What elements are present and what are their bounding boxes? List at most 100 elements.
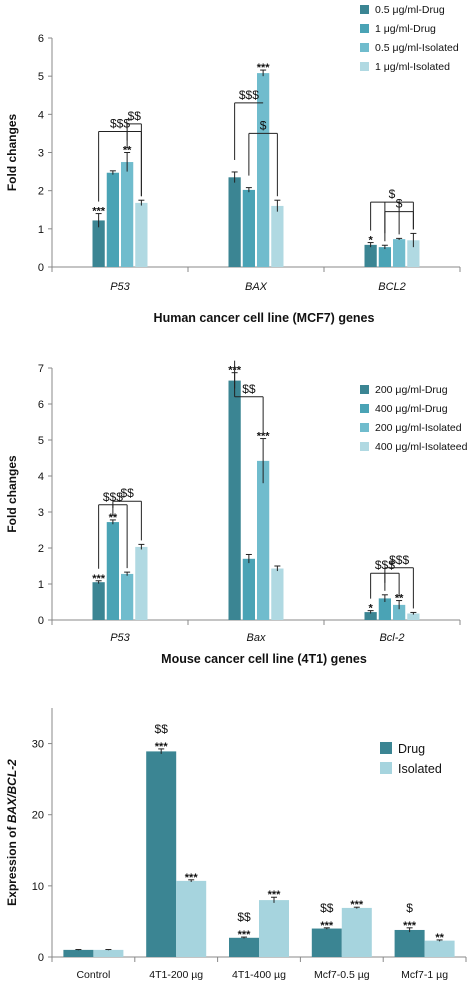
legend-label: 1 μg/ml-Drug — [375, 23, 436, 35]
bracket-label: $$$ — [375, 558, 395, 572]
y-tick-label: 5 — [38, 435, 44, 447]
legend-swatch — [360, 24, 369, 33]
bar — [378, 247, 391, 267]
bar — [135, 546, 148, 620]
legend-label: 200 μg/ml-Drug — [375, 384, 448, 396]
bar — [121, 573, 134, 620]
legend-label: Drug — [398, 742, 425, 756]
bar — [341, 907, 372, 957]
significance-asterisk-label: *** — [185, 872, 199, 884]
legend-label: 0.5 μg/ml-Isolated — [375, 42, 459, 54]
legend-swatch — [360, 5, 369, 14]
y-tick-label: 0 — [38, 952, 44, 964]
category-label: P53 — [110, 281, 130, 293]
bar — [92, 582, 105, 620]
bar — [271, 568, 284, 620]
bar — [135, 202, 148, 267]
significance-dollar-label: $$ — [237, 910, 251, 924]
bracket-label: $$$ — [110, 117, 130, 131]
significance-asterisk-label: *** — [155, 741, 169, 753]
significance-asterisk-label: ** — [109, 512, 118, 524]
y-tick-label: 0 — [38, 262, 44, 274]
bar — [394, 929, 425, 957]
significance-asterisk-label: *** — [92, 206, 106, 218]
significance-asterisk-label: *** — [268, 889, 282, 901]
bar — [63, 949, 94, 957]
bar — [424, 940, 455, 957]
significance-asterisk-label: *** — [350, 899, 364, 911]
y-tick-label: 4 — [38, 109, 44, 121]
y-axis-title-prefix: Expression of — [5, 823, 19, 906]
significance-asterisk-label: * — [368, 235, 373, 247]
bar — [93, 949, 124, 957]
legend-swatch — [380, 742, 392, 754]
category-label: 4T1-200 µg — [149, 969, 203, 981]
legend-swatch — [360, 442, 369, 451]
bar — [364, 244, 377, 267]
legend-swatch — [360, 385, 369, 394]
bar — [121, 162, 134, 267]
significance-asterisk-label: *** — [320, 920, 334, 932]
bracket-label: $$ — [242, 382, 256, 396]
category-label: BCL2 — [378, 281, 406, 293]
legend-swatch — [360, 43, 369, 52]
category-label: Mcf7-0.5 µg — [314, 969, 370, 981]
bar — [257, 73, 270, 267]
bar — [106, 522, 119, 620]
category-label: Mcf7-1 µg — [401, 969, 448, 981]
chart-panel-bax-bcl2: 0 10 20 30 Control 4T1-200 µg 4T1-400 µg Mcf7-0… — [0, 680, 474, 994]
legend-swatch — [380, 762, 392, 774]
bar — [259, 900, 289, 957]
x-axis-title: Mouse cancer cell line (4T1) genes — [161, 652, 367, 666]
bar — [106, 172, 119, 267]
legend-label: 400 μg/ml-Isolateed — [375, 441, 468, 453]
bar — [378, 598, 391, 620]
significance-dollar-label: $$ — [155, 722, 169, 736]
bar — [229, 937, 259, 957]
bracket-label: $ — [260, 118, 267, 132]
significance-asterisk-label: * — [368, 603, 373, 615]
y-tick-label: 4 — [38, 471, 44, 483]
legend-label: 400 μg/ml-Drug — [375, 403, 448, 415]
y-tick-label: 30 — [32, 739, 44, 751]
y-axis-title: Fold changes — [5, 455, 19, 533]
significance-asterisk-label: *** — [238, 929, 252, 941]
mcf7-fold-change-chart: 0 1 2 3 4 5 6 P53 BAX BCL2 Fold changes Human cance… — [5, 4, 461, 325]
y-tick-label: 0 — [38, 615, 44, 627]
bracket-label: $$$ — [239, 88, 259, 102]
y-axis-title: Expression of BAX/BCL-2 — [5, 759, 19, 906]
legend-label: 1 μg/ml-Isolated — [375, 61, 450, 73]
bar — [311, 928, 342, 957]
bar — [242, 558, 255, 620]
significance-asterisk-label: ** — [395, 593, 404, 605]
y-tick-label: 6 — [38, 399, 44, 411]
legend-swatch — [360, 404, 369, 413]
y-tick-label: 5 — [38, 71, 44, 83]
significance-asterisk-label: *** — [257, 62, 271, 74]
bax-bcl2-expression-chart: 0 10 20 30 Control 4T1-200 µg 4T1-400 µg Mcf7-0… — [5, 708, 467, 981]
legend-label: 0.5 μg/ml-Drug — [375, 4, 445, 16]
x-axis-title: Human cancer cell line (MCF7) genes — [154, 311, 375, 325]
chart-panel-mcf7: 0 1 2 3 4 5 6 P53 BAX BCL2 Fold changes Human cance… — [0, 0, 474, 330]
legend-label: 200 μg/ml-Isolated — [375, 422, 462, 434]
significance-asterisk-label: ** — [123, 145, 132, 157]
legend-swatch — [360, 423, 369, 432]
significance-asterisk-label: *** — [92, 573, 106, 585]
y-axis-title: Fold changes — [5, 114, 19, 192]
bar — [257, 460, 270, 620]
4t1-fold-change-chart: 0 1 2 3 4 5 6 7 P53 Bax Bcl-2 Fold changes Mouse can… — [5, 360, 468, 666]
bar — [393, 239, 406, 267]
bar — [364, 612, 377, 620]
bracket-label: $$$ — [103, 490, 123, 504]
category-label: 4T1-400 µg — [232, 969, 286, 981]
bar — [242, 189, 255, 267]
bar — [92, 220, 105, 267]
category-label: BAX — [245, 281, 268, 293]
category-label: Bax — [247, 632, 266, 644]
legend-swatch — [360, 62, 369, 71]
legend-label: Isolated — [398, 762, 442, 776]
bracket-label: $ — [389, 187, 396, 201]
significance-dollar-label: $$ — [320, 901, 334, 915]
bar — [146, 751, 177, 957]
y-tick-label: 3 — [38, 148, 44, 160]
